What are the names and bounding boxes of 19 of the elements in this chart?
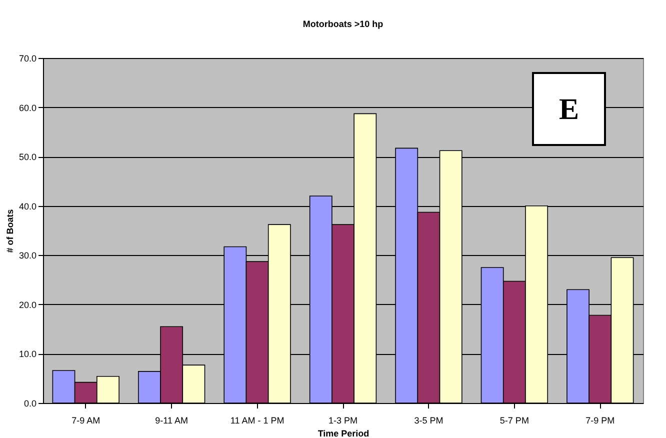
y-tick-label: 20.0 [18, 300, 36, 310]
x-tick-label: 1-3 PM [328, 416, 358, 426]
x-axis-title: Time Period [318, 428, 370, 438]
y-tick-label: 40.0 [18, 201, 36, 212]
y-tick-label: 0.0 [24, 398, 36, 408]
x-tick-label: 7-9 PM [586, 416, 615, 426]
y-tick-label: 60.0 [18, 102, 36, 113]
annotation: E [558, 93, 580, 126]
y-tick-label: 70.0 [18, 54, 36, 64]
x-tick-label: 11 AM - 1 PM [230, 416, 284, 426]
y-axis-title: # of Boats [4, 209, 15, 253]
chart-title: Motorboats >10 hp [302, 19, 384, 29]
y-tick-label: 10.0 [18, 349, 36, 360]
x-tick-label: 3-5 PM [414, 416, 444, 426]
x-tick-label: 7-9 AM [72, 416, 100, 426]
x-tick-label: 5-7 PM [500, 416, 529, 426]
x-tick-label: 9-11 AM [155, 416, 188, 426]
y-tick-label: 30.0 [18, 250, 36, 261]
y-tick-label: 50.0 [18, 152, 36, 162]
